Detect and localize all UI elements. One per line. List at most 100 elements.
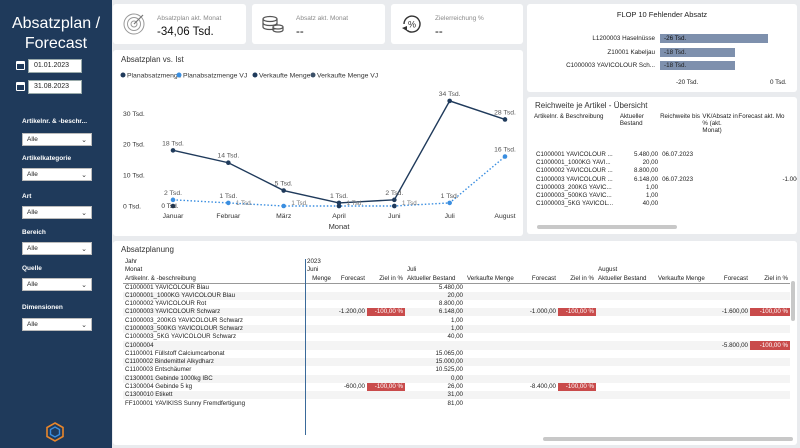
table-cell	[656, 358, 712, 366]
filter-select-dimensionen[interactable]: Alle ⌄	[22, 318, 92, 331]
column-header[interactable]	[656, 266, 712, 274]
column-header[interactable]	[333, 266, 367, 274]
vertical-scrollbar[interactable]	[791, 281, 795, 321]
column-header[interactable]: Verkaufte Menge	[465, 274, 520, 284]
horizontal-scrollbar[interactable]	[543, 437, 793, 441]
table-row[interactable]: C1300001 Gebinde 1000kg IBC 0,00	[123, 374, 790, 383]
column-header[interactable]: Menge	[305, 274, 333, 284]
calendar-icon[interactable]	[16, 82, 25, 91]
col-header[interactable]: Artikelnr. & Beschreibung	[534, 113, 604, 120]
col-header[interactable]: VK/Absatz in % (akt. Monat)	[702, 113, 738, 134]
column-header[interactable]	[596, 258, 656, 266]
table-cell: C1000002 YAVICOLOUR Rot	[125, 300, 207, 308]
column-header[interactable]: Verkaufte Menge	[656, 274, 712, 284]
table-row[interactable]: C1100003 Entschäumer 10.525,00	[123, 366, 790, 374]
table-cell: 1,00	[646, 192, 659, 200]
column-header[interactable]: Aktueller Bestand	[596, 274, 656, 284]
table-cell	[465, 325, 520, 333]
date-from-field[interactable]: 01.01.2023	[16, 59, 82, 73]
col-header[interactable]: Reichweite bis	[660, 113, 700, 120]
flop-bar[interactable]	[660, 48, 735, 57]
horizontal-scrollbar[interactable]	[537, 225, 677, 229]
column-header[interactable]: Ziel in %	[367, 274, 405, 284]
table-row[interactable]: C1100002 Bindemittel Alkydharz 15.000,00	[123, 357, 790, 367]
column-header[interactable]: Aktueller Bestand	[405, 274, 465, 284]
calendar-icon[interactable]	[16, 61, 25, 70]
column-header[interactable]: Monat	[125, 266, 143, 274]
table-row[interactable]: C1000003 YAVICOLOUR ... 6.148,00 06.07.202…	[534, 176, 797, 184]
data-label: 2 Tsd.	[385, 190, 403, 197]
column-header[interactable]	[750, 258, 790, 266]
column-header[interactable]: Juni	[307, 266, 319, 274]
table-row[interactable]: C1000001_1000KG YAVICOLOUR Blau 20,00	[123, 291, 790, 300]
flop-row[interactable]: L1200003 Haselnüsse -26 Tsd.	[527, 33, 797, 44]
column-header[interactable]: Ziel in %	[750, 274, 790, 284]
table-row[interactable]: C1000003_500KG YAVIC... 1,00	[534, 192, 797, 200]
column-header[interactable]	[367, 258, 405, 266]
filter-select-kategorie[interactable]: Alle ⌄	[22, 168, 92, 181]
column-header[interactable]: Forecast	[520, 274, 558, 284]
table-cell	[750, 366, 790, 374]
column-header[interactable]: Jahr	[125, 258, 138, 266]
table-row[interactable]: C1000003_5KG YAVICOLOUR Schwarz 40,00	[123, 333, 790, 341]
column-header[interactable]: Ziel in %	[558, 274, 596, 284]
table-cell	[712, 366, 750, 374]
table-row[interactable]: C1000002 YAVICOLOUR ... 8.800,00	[534, 167, 797, 175]
col-header[interactable]: Aktueller Bestand	[619, 113, 644, 127]
column-header[interactable]	[712, 266, 750, 274]
column-header[interactable]	[558, 266, 596, 274]
column-header[interactable]	[405, 258, 465, 266]
table-cell	[750, 375, 790, 383]
column-header[interactable]: Forecast	[712, 274, 750, 284]
flop-bar[interactable]	[660, 61, 735, 70]
chevron-down-icon: ⌄	[81, 282, 87, 289]
column-header[interactable]	[465, 258, 520, 266]
column-header[interactable]	[712, 258, 750, 266]
table-row[interactable]: FF100001 YAVIKISS Sunny Fremdfertigung 81…	[123, 399, 790, 407]
column-header[interactable]	[520, 266, 558, 274]
column-header[interactable]: August	[598, 266, 618, 274]
column-header[interactable]: Artikelnr. & -beschreibung	[123, 274, 305, 284]
table-row[interactable]: C1000001 YAVICOLOUR ... 5.480,00 06.07.202…	[534, 151, 797, 159]
table-row[interactable]: C1000003_500KG YAVICOLOUR Schwarz 1,00	[123, 324, 790, 334]
filter-select-art[interactable]: Alle ⌄	[22, 206, 92, 219]
column-header[interactable]: Juli	[407, 266, 417, 274]
table-row[interactable]: C1300010 Etikett 31,00	[123, 391, 790, 400]
filter-select-bereich[interactable]: Alle ⌄	[22, 242, 92, 255]
data-label: 1 Tsd.	[291, 200, 308, 207]
table-row[interactable]: C1000001 YAVICOLOUR Blau 5.480,00	[123, 283, 790, 292]
table-cell	[333, 333, 367, 341]
data-point	[502, 117, 508, 122]
column-header[interactable]	[367, 266, 405, 274]
table-row[interactable]: C1000003_200KG YAVIC... 1,00	[534, 184, 797, 192]
column-header[interactable]	[750, 266, 790, 274]
flop-axis-label-left: -20 Tsd.	[676, 79, 699, 86]
column-header[interactable]: 2023	[307, 258, 321, 266]
flop-bar-value: -18 Tsd.	[664, 62, 687, 69]
data-point	[170, 197, 176, 203]
date-to-field[interactable]: 31.08.2023	[16, 80, 82, 94]
table-row[interactable]: C1100001 Füllstoff Calciumcarbonat 15.065…	[123, 350, 790, 358]
table-row[interactable]: C1000003 YAVICOLOUR Schwarz -1.200,00 -100…	[123, 308, 790, 317]
table-row[interactable]: C1000004 -5.800,00 -100,00 %	[123, 341, 790, 350]
table-row[interactable]: C1000001_1000KG YAVI... 20,00	[534, 159, 797, 167]
column-header[interactable]	[520, 258, 558, 266]
table-row[interactable]: C1000003_200KG YAVICOLOUR Schwarz 1,00	[123, 316, 790, 324]
table-cell	[465, 333, 520, 341]
flop-row[interactable]: Z10001 Kabeljau -18 Tsd.	[527, 47, 797, 58]
data-point	[336, 203, 342, 209]
table-row[interactable]: C1000003_5KG YAVICOL... 40,00	[534, 200, 797, 208]
table-row[interactable]: C1000002 YAVICOLOUR Rot 8.800,00	[123, 300, 790, 308]
column-header[interactable]: Forecast	[333, 274, 367, 284]
filter-select-artikel[interactable]: Alle ⌄	[22, 133, 92, 146]
flop-row[interactable]: C1000003 YAVICOLOUR Sch... -18 Tsd.	[527, 60, 797, 71]
column-header[interactable]	[558, 258, 596, 266]
column-header[interactable]	[656, 258, 712, 266]
column-header[interactable]	[465, 266, 520, 274]
column-header[interactable]	[333, 258, 367, 266]
table-row[interactable]: C1300004 Gebinde 5 kg -600,00 -100,00 % 26,…	[123, 382, 790, 392]
filter-select-quelle[interactable]: Alle ⌄	[22, 278, 92, 291]
flop-bar[interactable]	[660, 34, 768, 43]
col-header[interactable]: Forecast akt. Mo	[738, 113, 785, 120]
table-cell: 20,00	[447, 291, 463, 299]
